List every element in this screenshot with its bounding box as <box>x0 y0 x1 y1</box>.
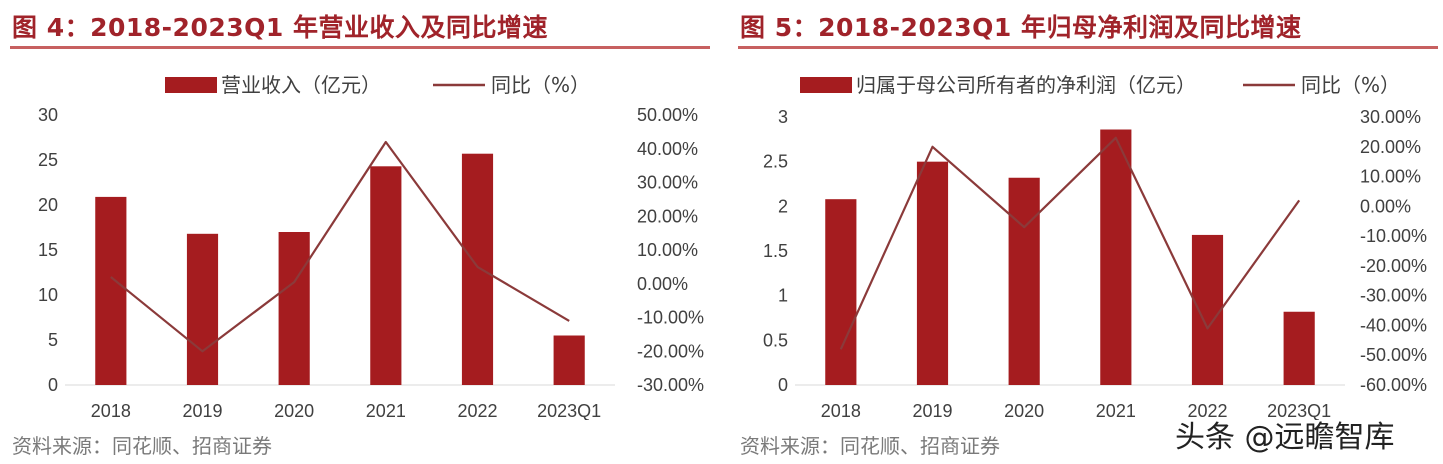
y-left-tick-label: 10 <box>38 285 58 305</box>
bar <box>1283 311 1315 385</box>
y-right-tick-label: 30.00% <box>637 173 698 193</box>
chart-title: 图 4：2018-2023Q1 年营业收入及同比增速 <box>12 13 548 42</box>
y-left-tick-label: 3 <box>778 107 788 127</box>
y-right-tick-label: 10.00% <box>1360 167 1421 187</box>
y-right-tick-label: -10.00% <box>1360 226 1427 246</box>
y-right-tick-label: -50.00% <box>1360 345 1427 365</box>
y-right-tick-label: 0.00% <box>1360 196 1411 216</box>
revenue-chart: 营业收入（亿元） 同比（%） 0 5 10 15 20 25 30 -30.00% -20.00% -… <box>38 73 704 420</box>
y-left-tick-label: 20 <box>38 195 58 215</box>
bar <box>916 161 949 385</box>
chart-panel-net-profit: 图 5：2018-2023Q1 年归母净利润及同比增速 归属于母公司所有者的净利… <box>728 0 1443 464</box>
legend-bar-label: 营业收入（亿元） <box>221 73 381 97</box>
y-left-tick-label: 0 <box>778 375 788 395</box>
x-tick-label: 2021 <box>366 401 406 420</box>
bar <box>186 233 219 385</box>
y-left-tick-label: 1.5 <box>763 241 788 261</box>
x-tick-label: 2020 <box>1004 401 1044 420</box>
title-divider <box>10 46 710 49</box>
x-tick-label: 2022 <box>1187 401 1227 420</box>
y-left-tick-label: 15 <box>38 240 58 260</box>
bar <box>370 166 402 385</box>
y-left-tick-label: 0.5 <box>763 330 788 350</box>
source-note: 资料来源：同花顺、招商证券 <box>12 434 272 458</box>
x-tick-label: 2019 <box>182 401 222 420</box>
x-tick-label: 2022 <box>457 401 497 420</box>
y-left-tick-label: 5 <box>48 330 58 350</box>
y-left-tick-label: 25 <box>38 150 58 170</box>
x-tick-label: 2023Q1 <box>537 401 601 420</box>
yoy-growth-line <box>110 140 570 353</box>
x-tick-label: 2020 <box>274 401 314 420</box>
legend-bar-swatch <box>800 77 852 93</box>
yoy-growth-line <box>839 136 1301 350</box>
y-right-tick-label: 20.00% <box>637 206 698 226</box>
legend-bar-swatch <box>165 77 217 93</box>
x-tick-label: 2018 <box>91 401 131 420</box>
bar <box>1008 177 1040 385</box>
y-right-tick-label: 10.00% <box>637 240 698 260</box>
legend-bar-label: 归属于母公司所有者的净利润（亿元） <box>856 73 1196 97</box>
y-right-tick-label: -60.00% <box>1360 375 1427 395</box>
title-divider <box>738 46 1438 49</box>
y-right-tick-label: -30.00% <box>1360 286 1427 306</box>
x-tick-label: 2021 <box>1096 401 1136 420</box>
y-right-tick-label: 0.00% <box>637 274 688 294</box>
y-left-tick-label: 0 <box>48 375 58 395</box>
chart-title: 图 5：2018-2023Q1 年归母净利润及同比增速 <box>740 13 1302 42</box>
bar <box>95 196 127 385</box>
x-tick-label: 2018 <box>821 401 861 420</box>
y-right-tick-label: -10.00% <box>637 308 704 328</box>
bar <box>461 153 494 385</box>
y-right-tick-label: 20.00% <box>1360 137 1421 157</box>
source-note: 资料来源：同花顺、招商证券 <box>740 434 1000 458</box>
y-right-tick-label: 30.00% <box>1360 107 1421 127</box>
y-left-tick-label: 30 <box>38 105 58 125</box>
y-left-tick-label: 2 <box>778 196 788 216</box>
bar <box>1191 234 1224 385</box>
y-right-tick-label: -40.00% <box>1360 315 1427 335</box>
y-left-tick-label: 2.5 <box>763 152 788 172</box>
y-left-tick-label: 1 <box>778 286 788 306</box>
bar <box>278 232 310 385</box>
watermark: 头条 @远瞻智库 <box>1175 420 1395 455</box>
x-tick-label: 2019 <box>912 401 952 420</box>
chart-panel-revenue: 图 4：2018-2023Q1 年营业收入及同比增速 营业收入（亿元） 同比（%）… <box>0 0 720 464</box>
x-tick-label: 2023Q1 <box>1267 401 1331 420</box>
bar <box>1100 129 1132 385</box>
y-right-tick-label: 40.00% <box>637 139 698 159</box>
y-right-tick-label: -30.00% <box>637 375 704 395</box>
net-profit-chart: 归属于母公司所有者的净利润（亿元） 同比（%） 0 0.5 1 1.5 2 2.5 3 -60.0… <box>763 73 1427 420</box>
y-right-tick-label: -20.00% <box>637 341 704 361</box>
y-right-tick-label: 50.00% <box>637 105 698 125</box>
legend-line-label: 同比（%） <box>491 73 590 97</box>
bar <box>825 199 857 385</box>
legend-line-label: 同比（%） <box>1301 73 1400 97</box>
y-right-tick-label: -20.00% <box>1360 256 1427 276</box>
bar <box>553 335 585 385</box>
